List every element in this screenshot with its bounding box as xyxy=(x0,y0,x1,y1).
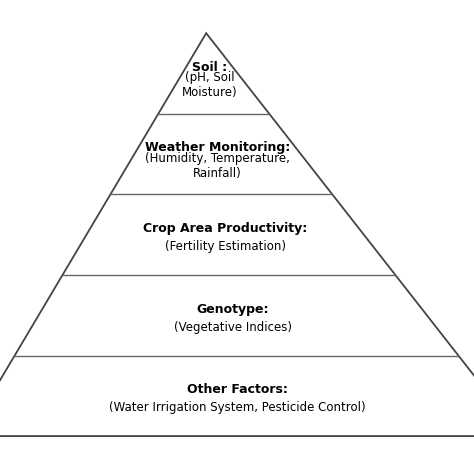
Text: Weather Monitoring:: Weather Monitoring: xyxy=(145,141,290,155)
Polygon shape xyxy=(0,33,474,436)
Text: Soil :: Soil : xyxy=(192,61,228,74)
Text: Genotype:: Genotype: xyxy=(197,302,269,316)
Text: (Fertility Estimation): (Fertility Estimation) xyxy=(164,240,286,253)
Text: Crop Area Productivity:: Crop Area Productivity: xyxy=(143,222,307,235)
Text: (pH, Soil
Moisture): (pH, Soil Moisture) xyxy=(182,71,238,100)
Text: (Humidity, Temperature,
Rainfall): (Humidity, Temperature, Rainfall) xyxy=(145,152,290,180)
Text: (Vegetative Indices): (Vegetative Indices) xyxy=(174,320,292,334)
Text: Other Factors:: Other Factors: xyxy=(187,383,287,396)
Text: (Water Irrigation System, Pesticide Control): (Water Irrigation System, Pesticide Cont… xyxy=(109,401,365,414)
